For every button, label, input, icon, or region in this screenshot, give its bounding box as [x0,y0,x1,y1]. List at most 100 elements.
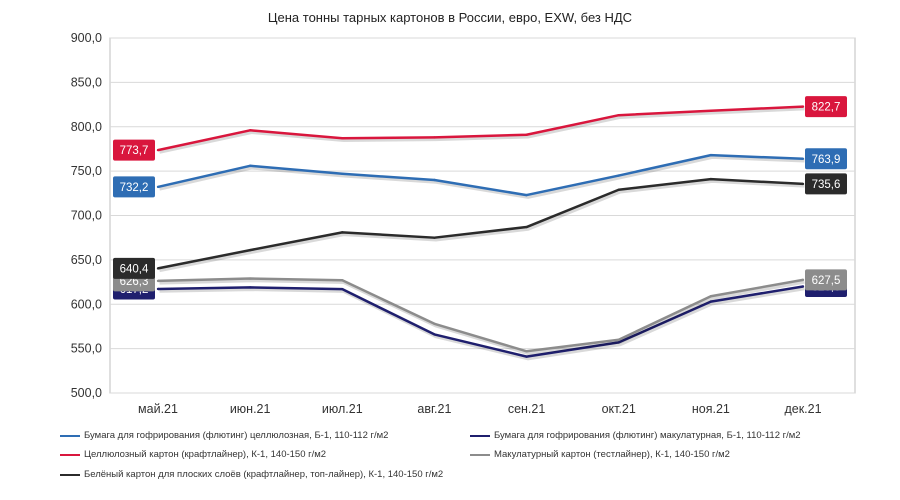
data-point [617,341,620,344]
data-point [617,114,620,117]
data-point [801,278,805,282]
data-point [525,193,528,197]
data-point [433,322,436,325]
series-line-shadow [159,155,805,199]
data-point [709,153,713,157]
legend-swatch [470,434,490,437]
legend-label: Бумага для гофрирования (флютинг) целлюл… [84,430,389,441]
data-point [341,231,344,234]
legend-swatch [60,434,80,437]
data-point [617,188,620,191]
data-label-text: 626,3 [120,276,149,288]
data-label: 763,9 [805,148,847,170]
data-label: 773,7 [113,139,155,161]
data-label-text: 732,2 [120,182,149,194]
legend-item: Бумага для гофрирования (флютинг) целлюл… [60,430,388,441]
data-point [248,248,252,252]
data-point [433,136,436,139]
legend-swatch [60,453,80,456]
data-point [709,300,713,303]
data-label-text: 773,7 [120,145,149,157]
y-tick-label: 900,0 [71,31,102,45]
data-point [525,225,528,229]
data-point [156,185,160,189]
x-tick-label: ноя.21 [692,402,730,416]
data-point [341,172,344,175]
data-point [801,105,805,108]
data-label-box [113,257,155,279]
data-point [433,178,436,182]
series-line-shadow [159,286,805,361]
series-line [157,153,804,197]
data-label-text: 763,9 [812,154,841,166]
y-tick-label: 700,0 [71,209,102,223]
data-point [248,286,252,289]
series-line-shadow [159,278,805,356]
data-point [341,137,344,140]
series-line [157,285,804,358]
data-point [617,338,620,341]
x-tick-label: сен.21 [508,402,546,416]
data-point [248,277,252,280]
series-line-shadow [159,179,805,273]
data-label-box [805,148,847,170]
legend-item: Макулатурный картон (тестлайнер), К-1, 1… [470,449,730,460]
legend-item: Бумага для гофрирования (флютинг) макула… [470,430,801,441]
data-point [709,177,713,181]
grid-layer [109,37,856,394]
data-point [341,287,344,291]
data-label: 732,2 [113,176,155,198]
data-point [156,279,160,283]
chart-title: Цена тонны тарных картонов в России, евр… [267,10,633,25]
data-point [801,285,805,288]
y-tick-label: 550,0 [71,342,102,356]
series-line [157,177,804,270]
x-tick-label: май.21 [138,402,178,416]
y-tick-label: 800,0 [71,120,102,134]
data-label-box [805,96,847,118]
y-tick-label: 750,0 [71,164,102,178]
data-label-box [113,176,155,198]
y-tick-label: 600,0 [71,297,102,311]
series-line [157,105,804,152]
data-point [801,182,805,186]
data-label-box [113,139,155,161]
data-label-box [805,269,847,291]
x-axis-ticks: май.21 июн.21 июл.21 авг.21 сен.21 окт.21 ноя.… [138,402,822,416]
data-point [156,148,160,152]
y-tick-label: 500,0 [71,386,102,400]
legend-swatch [60,473,80,476]
data-labels: 732,2763,9617,2620,0773,7822,7626,3627,5… [113,96,847,300]
legend-item: Целлюлозный картон (крафтлайнер), К-1, 1… [60,449,326,460]
data-label: 640,4 [113,257,155,279]
data-point [525,133,528,136]
y-axis-ticks: 500,0 550,0 600,0 650,0 700,0 750,0 800,0 850,0… [71,31,102,400]
data-point [341,279,344,282]
data-point [433,333,436,336]
data-label: 627,5 [805,269,847,291]
x-tick-label: авг.21 [417,402,451,416]
legend-swatch [470,453,490,456]
data-label: 822,7 [805,96,847,118]
data-point [525,350,528,353]
series-line-shadow [159,106,805,154]
data-point [801,157,805,160]
y-tick-label: 650,0 [71,253,102,267]
data-point [156,287,160,291]
legend-item: Белёный картон для плоских слоёв (крафтл… [60,469,443,480]
data-point [709,295,713,298]
data-point [248,129,252,132]
series-line [157,277,804,353]
y-tick-label: 850,0 [71,75,102,89]
x-tick-label: дек.21 [784,402,821,416]
data-point [617,174,620,177]
data-label-text: 640,4 [120,263,149,275]
data-point [156,267,160,270]
legend-label: Бумага для гофрирования (флютинг) макула… [494,430,801,441]
data-point [709,109,713,112]
x-tick-label: окт.21 [602,402,636,416]
legend-label: Белёный картон для плоских слоёв (крафтл… [84,469,444,480]
data-label-box [805,173,847,195]
data-label-text: 735,6 [812,179,841,191]
